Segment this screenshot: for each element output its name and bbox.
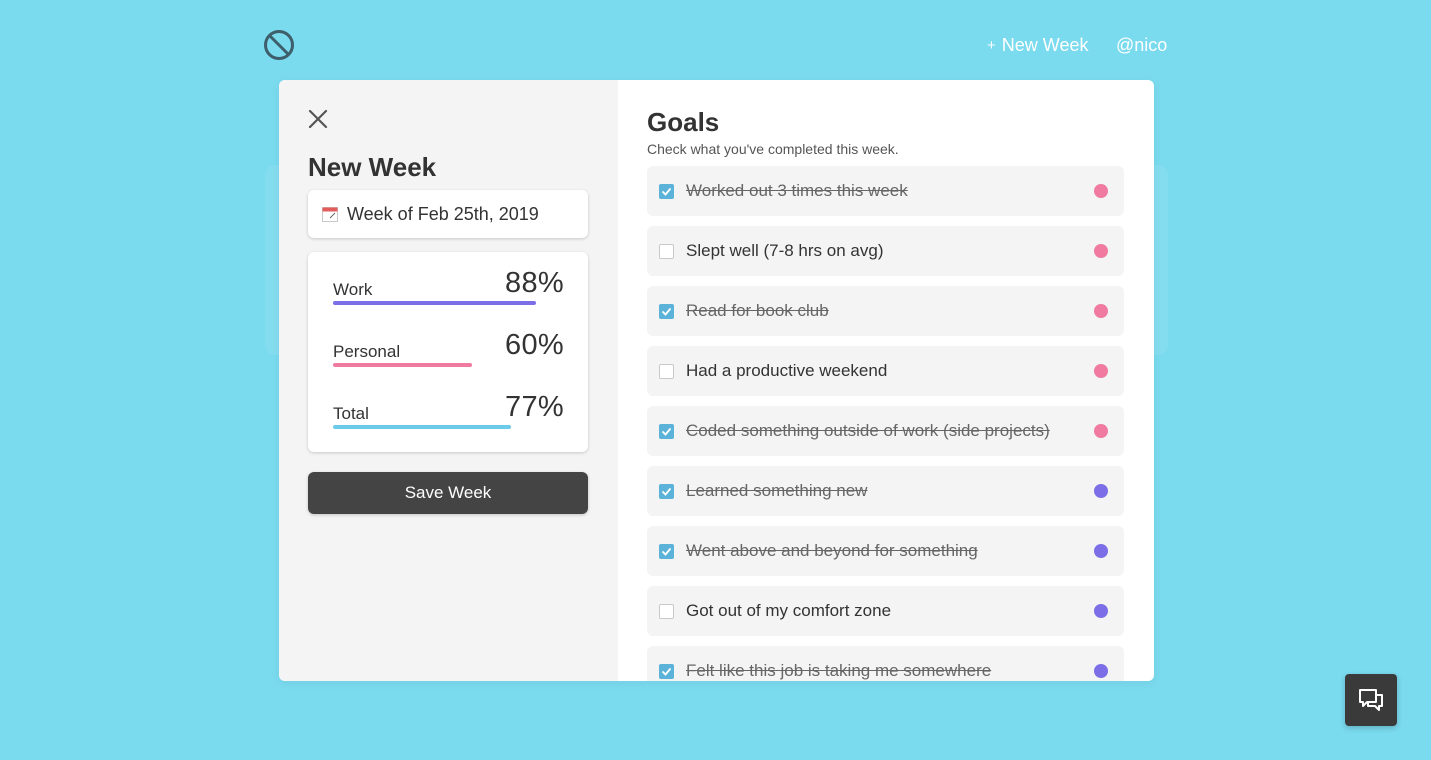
total-progress-fill xyxy=(333,425,511,429)
goal-category-dot xyxy=(1094,604,1108,618)
goal-item[interactable]: Slept well (7-8 hrs on avg) xyxy=(647,226,1124,276)
plus-icon: + xyxy=(987,36,996,54)
goal-item[interactable]: Got out of my comfort zone xyxy=(647,586,1124,636)
goal-category-dot xyxy=(1094,424,1108,438)
goal-item[interactable]: Went above and beyond for something xyxy=(647,526,1124,576)
goal-checkbox[interactable] xyxy=(659,363,674,379)
goal-checkbox[interactable] xyxy=(659,303,674,319)
no-entry-icon[interactable] xyxy=(263,29,295,61)
user-menu-link[interactable]: @nico xyxy=(1116,34,1168,55)
week-date-text: Week of Feb 25th, 2019 xyxy=(347,203,539,224)
goal-checkbox[interactable] xyxy=(659,483,674,499)
goals-pane: Goals Check what you've completed this w… xyxy=(618,80,1154,681)
work-stat: Work 88% xyxy=(333,267,564,317)
week-date-field[interactable]: Week of Feb 25th, 2019 xyxy=(308,190,588,238)
goal-text: Went above and beyond for something xyxy=(686,541,978,560)
work-progress-bar xyxy=(333,301,564,305)
goal-text: Slept well (7-8 hrs on avg) xyxy=(686,241,884,260)
personal-stat: Personal 60% xyxy=(333,329,564,379)
goal-checkbox[interactable] xyxy=(659,543,674,559)
goal-checkbox[interactable] xyxy=(659,423,674,439)
save-week-button[interactable]: Save Week xyxy=(308,472,588,514)
goal-item[interactable]: Had a productive weekend xyxy=(647,346,1124,396)
goal-category-dot xyxy=(1094,664,1108,678)
check-icon xyxy=(661,667,672,676)
check-icon xyxy=(661,307,672,316)
goal-text: Felt like this job is taking me somewher… xyxy=(686,661,992,680)
chat-button[interactable] xyxy=(1345,674,1397,726)
personal-progress-fill xyxy=(333,363,472,367)
work-progress-fill xyxy=(333,301,537,305)
goal-item[interactable]: Learned something new xyxy=(647,466,1124,516)
goal-text: Had a productive weekend xyxy=(686,361,888,380)
goal-category-dot xyxy=(1094,544,1108,558)
check-icon xyxy=(661,427,672,436)
new-week-button[interactable]: + New Week xyxy=(987,33,1088,57)
new-week-modal: New Week Week of Feb 25th, 2019 Work 88%… xyxy=(279,80,1154,681)
goal-item[interactable]: Felt like this job is taking me somewher… xyxy=(647,646,1124,681)
personal-stat-label: Personal xyxy=(333,342,401,361)
personal-progress-bar xyxy=(333,363,564,367)
goal-category-dot xyxy=(1094,184,1108,198)
goal-text: Learned something new xyxy=(686,481,868,500)
goal-category-dot xyxy=(1094,244,1108,258)
goal-list: Worked out 3 times this week Slept well (… xyxy=(647,166,1124,681)
goal-text: Read for book club xyxy=(686,301,829,320)
goal-checkbox[interactable] xyxy=(659,243,674,259)
goals-subtitle: Check what you've completed this week. xyxy=(647,141,899,157)
goal-checkbox[interactable] xyxy=(659,183,674,199)
total-stat-value: 77% xyxy=(505,391,564,423)
modal-title: New Week xyxy=(308,152,437,182)
check-icon xyxy=(661,187,672,196)
new-week-label: New Week xyxy=(1001,34,1089,55)
total-stat-label: Total xyxy=(333,404,369,423)
goal-checkbox[interactable] xyxy=(659,603,674,619)
goal-checkbox[interactable] xyxy=(659,663,674,679)
goal-category-dot xyxy=(1094,484,1108,498)
chat-icon xyxy=(1359,689,1383,711)
close-icon[interactable] xyxy=(307,108,329,130)
calendar-icon xyxy=(322,207,338,222)
goal-item[interactable]: Read for book club xyxy=(647,286,1124,336)
goal-category-dot xyxy=(1094,304,1108,318)
goal-item[interactable]: Coded something outside of work (side pr… xyxy=(647,406,1124,456)
check-icon xyxy=(661,487,672,496)
total-progress-bar xyxy=(333,425,564,429)
goals-title: Goals xyxy=(647,107,720,137)
goal-text: Worked out 3 times this week xyxy=(686,181,908,200)
check-icon xyxy=(661,547,672,556)
stats-card: Work 88% Personal 60% Total 77% xyxy=(308,252,588,452)
work-stat-label: Work xyxy=(333,280,373,299)
goal-text: Got out of my comfort zone xyxy=(686,601,892,620)
week-summary-pane: New Week Week of Feb 25th, 2019 Work 88%… xyxy=(279,80,618,681)
goal-category-dot xyxy=(1094,364,1108,378)
goal-item[interactable]: Worked out 3 times this week xyxy=(647,166,1124,216)
personal-stat-value: 60% xyxy=(505,329,564,361)
goal-text: Coded something outside of work (side pr… xyxy=(686,421,1050,440)
total-stat: Total 77% xyxy=(333,391,564,441)
work-stat-value: 88% xyxy=(505,267,564,299)
